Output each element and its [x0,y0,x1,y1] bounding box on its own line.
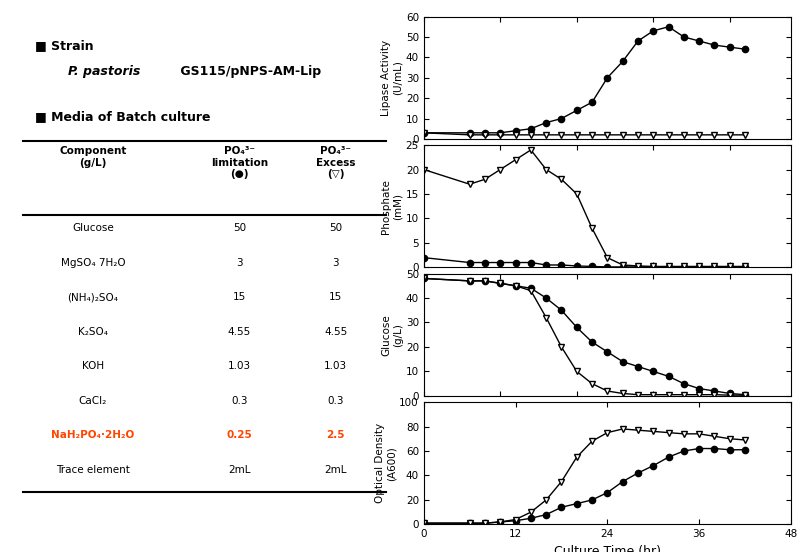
Text: 0.3: 0.3 [328,396,344,406]
Text: Glucose: Glucose [72,223,113,233]
Text: GS115/pNPS-AM-Lip: GS115/pNPS-AM-Lip [176,65,321,78]
Text: 3: 3 [332,258,339,268]
Text: ■ Strain: ■ Strain [35,39,93,52]
Text: 4.55: 4.55 [324,327,348,337]
Text: K₂SO₄: K₂SO₄ [78,327,108,337]
Text: 2mL: 2mL [324,465,347,475]
Text: PO₄³⁻
Excess
(▽): PO₄³⁻ Excess (▽) [316,146,356,179]
Text: 50: 50 [233,223,246,233]
Text: ■ Media of Batch culture: ■ Media of Batch culture [35,110,210,124]
Y-axis label: Phosphate
(mM): Phosphate (mM) [381,179,403,233]
Text: MgSO₄ 7H₂O: MgSO₄ 7H₂O [61,258,125,268]
Text: 15: 15 [329,293,343,302]
Text: PO₄³⁻
limitation
(●): PO₄³⁻ limitation (●) [211,146,268,179]
Text: P. pastoris: P. pastoris [68,65,140,78]
X-axis label: Culture Time (hr): Culture Time (hr) [554,545,661,552]
Text: NaH₂PO₄·2H₂O: NaH₂PO₄·2H₂O [51,431,134,440]
Text: Component
(g/L): Component (g/L) [59,146,126,168]
Text: Trace element: Trace element [56,465,129,475]
Text: 2mL: 2mL [229,465,251,475]
Text: 15: 15 [233,293,246,302]
Text: KOH: KOH [81,362,104,371]
Y-axis label: Optical Density
(A600): Optical Density (A600) [375,423,396,503]
Text: 0.25: 0.25 [226,431,252,440]
Y-axis label: Glucose
(g/L): Glucose (g/L) [381,314,403,355]
Text: (NH₄)₂SO₄: (NH₄)₂SO₄ [67,293,118,302]
Text: CaCl₂: CaCl₂ [79,396,107,406]
Text: 0.3: 0.3 [231,396,248,406]
Text: 4.55: 4.55 [228,327,251,337]
Text: 1.03: 1.03 [228,362,251,371]
Y-axis label: Lipase Activity
(U/mL): Lipase Activity (U/mL) [381,40,403,116]
Text: 1.03: 1.03 [324,362,348,371]
Text: 3: 3 [236,258,243,268]
Text: 2.5: 2.5 [327,431,345,440]
Text: 50: 50 [329,223,342,233]
